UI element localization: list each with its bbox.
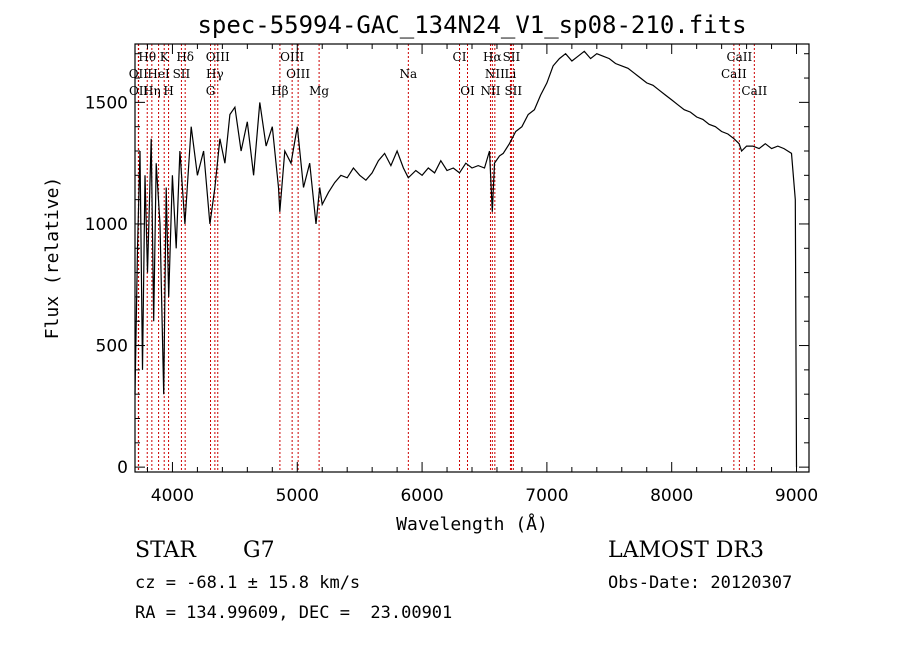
flux-series-line	[134, 50, 798, 468]
line-label-2: Hδ	[176, 50, 194, 64]
line-label-7: SII	[503, 50, 521, 64]
y-axis-label: Flux (relative)	[42, 177, 63, 340]
plot-frame	[134, 43, 810, 473]
line-label-4: OIII	[280, 50, 304, 64]
object-class: STAR	[135, 538, 196, 563]
line-label-5: CI	[453, 50, 467, 64]
x-tick-label: 7000	[525, 486, 568, 506]
x-tick-label: 5000	[276, 486, 319, 506]
line-label-14: Na	[400, 67, 418, 81]
line-label-9: OII	[129, 67, 149, 81]
line-label-10: HeI	[147, 67, 170, 81]
x-axis-label: Wavelength (Å)	[396, 513, 548, 535]
line-label-16: Li	[505, 67, 517, 81]
chart-title: spec-55994-GAC_134N24_V1_sp08-210.fits	[197, 11, 746, 39]
line-label-13: OIII	[286, 67, 310, 81]
line-label-20: H	[163, 84, 173, 98]
line-label-0: Hθ	[138, 50, 156, 64]
line-label-23: Mg	[309, 84, 329, 98]
x-tick-label: 6000	[400, 486, 443, 506]
x-axis-ticks: 4000 5000 6000 7000 8000 9000	[146, 44, 818, 506]
y-tick-label: 0	[117, 458, 128, 478]
line-label-19: Hη	[143, 84, 161, 98]
line-label-3: OIII	[206, 50, 230, 64]
coordinates: RA = 134.99609, DEC = 23.00901	[135, 603, 453, 623]
line-label-15: NII	[485, 67, 505, 81]
line-label-18: OII	[129, 84, 149, 98]
survey-name: LAMOST DR3	[608, 538, 764, 563]
observation-date: Obs-Date: 20120307	[608, 573, 793, 593]
spectral-line-markers	[137, 44, 755, 472]
line-label-6: Hα	[483, 50, 502, 64]
line-label-8: CaII	[726, 50, 752, 64]
line-label-12: Hγ	[206, 67, 224, 81]
y-axis-ticks: 0 500 1000 1500	[85, 53, 809, 478]
y-tick-label: 500	[96, 337, 128, 357]
subclass: G7	[243, 538, 275, 563]
line-label-17: CaII	[721, 67, 747, 81]
line-label-26: SII	[504, 84, 522, 98]
line-label-25: NII	[480, 84, 500, 98]
redshift-value: cz = -68.1 ± 15.8 km/s	[135, 573, 361, 593]
line-label-21: G	[206, 84, 216, 98]
line-label-27: CaII	[741, 84, 767, 98]
line-label-11: SII	[173, 67, 191, 81]
x-tick-label: 8000	[650, 486, 693, 506]
line-label-24: OI	[460, 84, 475, 98]
y-tick-label: 1000	[85, 215, 128, 235]
x-tick-label: 4000	[151, 486, 194, 506]
y-tick-label: 1500	[85, 93, 128, 113]
line-label-1: K	[160, 50, 170, 64]
x-tick-label: 9000	[775, 486, 818, 506]
line-label-22: Hβ	[271, 84, 288, 98]
